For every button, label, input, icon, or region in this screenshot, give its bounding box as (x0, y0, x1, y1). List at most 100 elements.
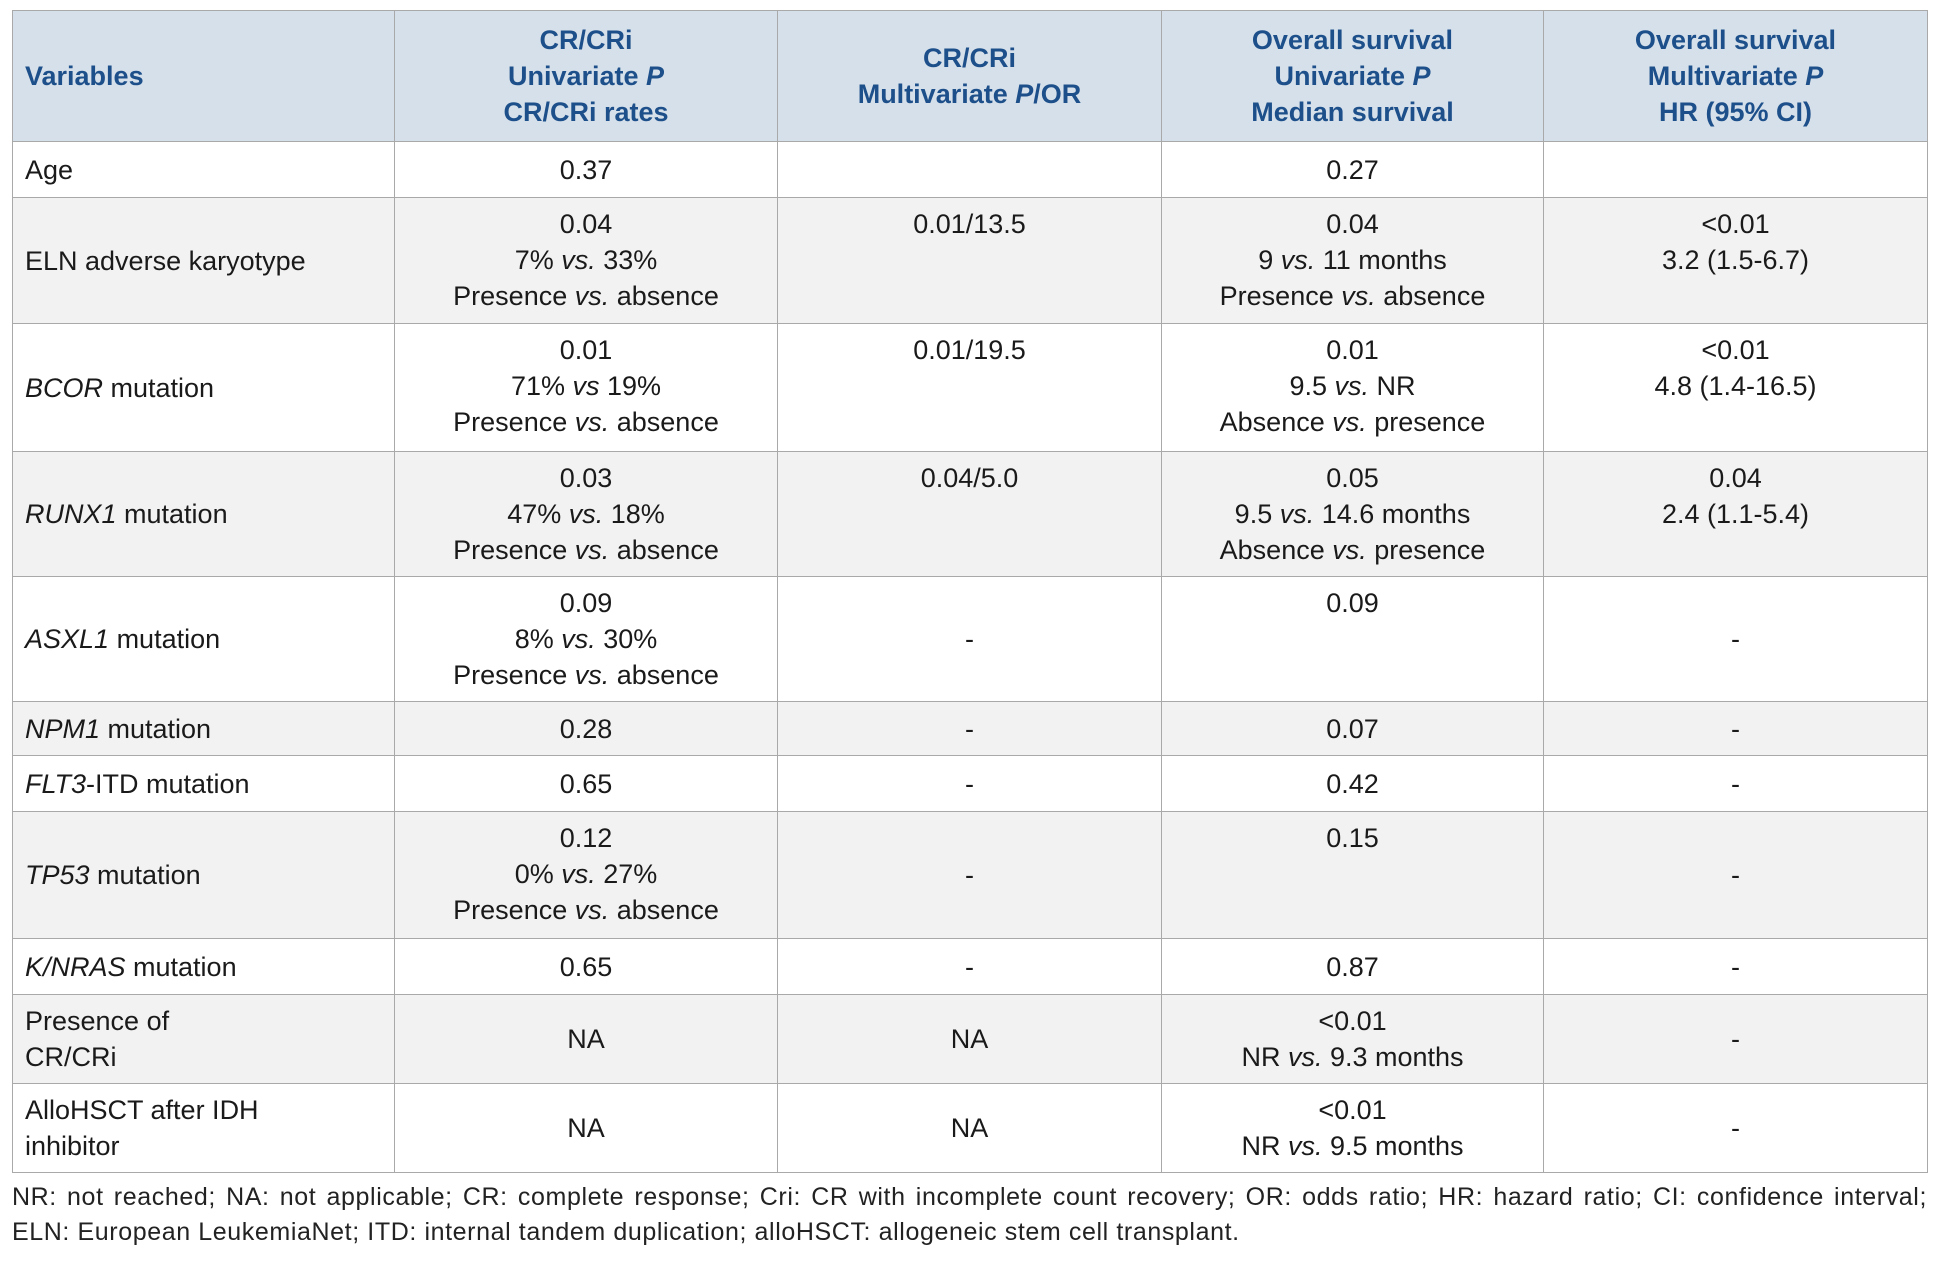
cell-line: RUNX1 mutation (25, 496, 382, 532)
value-cell (777, 141, 1162, 198)
variable-cell: K/NRAS mutation (12, 938, 395, 995)
results-table: Variables CR/CRi Univariate P CR/CRi rates C… (12, 10, 1928, 1173)
value-cell: - (1543, 576, 1928, 702)
variable-cell: NPM1 mutation (12, 701, 395, 756)
value-cell: 0.65 (394, 755, 778, 812)
cell-line: 0.37 (559, 154, 613, 185)
value-cell: 0.28 (394, 701, 778, 756)
italic-run: vs. (1332, 535, 1367, 565)
cell-line: Presence vs. absence (407, 892, 765, 928)
cell-line: 2.4 (1.1-5.4) (1661, 499, 1810, 529)
cell-line: NR vs. 9.5 months (1174, 1128, 1531, 1164)
cell-line: - (965, 768, 974, 799)
text-run: 71% (510, 371, 573, 401)
italic-run: vs. (1287, 1042, 1323, 1072)
value-cell: <0.01 4.8 (1.4-16.5) (1543, 323, 1928, 452)
table-row: TP53 mutation 0.12 0% vs. 27% Presence vs. … (12, 811, 1928, 939)
value-cell: - (777, 811, 1162, 939)
value-cell: 0.01/19.5 (777, 323, 1162, 452)
header-cell: Overall survival Multivariate P HR (95% CI… (1543, 10, 1928, 142)
cell-line: Presence vs. absence (407, 404, 765, 440)
text-run: Presence (453, 535, 575, 565)
value-cell: 0.42 (1161, 755, 1544, 812)
italic-run: vs. (561, 624, 596, 654)
value-cell: - (1543, 1083, 1928, 1173)
value-cell (1543, 141, 1928, 198)
cell-line: - (965, 860, 974, 890)
value-cell: 0.65 (394, 938, 778, 995)
text-run: 9 (1258, 245, 1281, 275)
italic-run: BCOR (25, 372, 104, 403)
italic-run: vs (572, 371, 600, 401)
value-cell: 0.04 9 vs. 11 months Presence vs. absence (1161, 197, 1544, 324)
cell-line: - (1731, 713, 1740, 744)
value-cell: 0.09 8% vs. 30% Presence vs. absence (394, 576, 778, 702)
footnote: NR: not reached; NA: not applicable; CR:… (12, 1183, 1927, 1246)
cell-line: - (1731, 768, 1740, 799)
cell-line: 0.28 (559, 713, 613, 744)
value-cell: 0.37 (394, 141, 778, 198)
variable-cell: BCOR mutation (12, 323, 395, 452)
text-run: absence (609, 895, 719, 925)
text-run: absence (1375, 281, 1486, 311)
value-cell: - (1543, 994, 1928, 1084)
italic-run: P (646, 61, 665, 91)
text-run: mutation (100, 713, 212, 744)
text-run: -ITD mutation (86, 768, 250, 799)
text-run: mutation (109, 624, 221, 654)
cell-line: - (965, 951, 974, 982)
cell-line: Overall survival (1634, 25, 1837, 55)
cell-line: NPM1 mutation (25, 711, 382, 747)
text-run: 11 months (1315, 245, 1447, 275)
table-row: RUNX1 mutation 0.03 47% vs. 18% Presence vs… (12, 451, 1928, 577)
text-run: 7% (514, 245, 562, 275)
value-cell: 0.01 9.5 vs. NR Absence vs. presence (1161, 323, 1544, 452)
value-cell: NA (777, 1083, 1162, 1173)
value-cell: NA (394, 1083, 778, 1173)
italic-run: vs. (574, 895, 610, 925)
cell-line: NA (567, 1024, 605, 1054)
text-run: Univariate (1274, 61, 1413, 91)
text-run: NR (1241, 1131, 1288, 1161)
variable-cell: FLT3-ITD mutation (12, 755, 395, 812)
text-run: NR (1241, 1042, 1288, 1072)
text-run: Multivariate (1647, 61, 1806, 91)
table-row: BCOR mutation 0.01 71% vs 19% Presence vs. … (12, 323, 1928, 452)
cell-line: K/NRAS mutation (25, 949, 382, 985)
table-row: ASXL1 mutation 0.09 8% vs. 30% Presence vs.… (12, 576, 1928, 702)
cell-line: 4.8 (1.4-16.5) (1654, 371, 1817, 401)
text-run: 14.6 months (1314, 499, 1471, 529)
italic-run: vs. (561, 245, 596, 275)
value-cell: <0.01 NR vs. 9.5 months (1161, 1083, 1544, 1173)
cell-line: 0.15 (1326, 823, 1379, 853)
cell-line: 0.65 (559, 768, 613, 799)
value-cell: 0.15 (1161, 811, 1544, 939)
cell-line: Presence vs. absence (407, 278, 765, 314)
italic-run: P (1412, 61, 1431, 91)
cell-line: Overall survival (1251, 25, 1454, 55)
text-run: absence (609, 535, 719, 565)
cell-line: 0.04 (559, 209, 613, 239)
text-run: presence (1366, 407, 1486, 437)
italic-run: RUNX1 (25, 499, 117, 529)
cell-line: - (965, 624, 974, 654)
italic-run: vs. (574, 660, 610, 690)
cell-line: NA (950, 1024, 989, 1054)
italic-run: P (1015, 79, 1034, 109)
value-cell: 0.87 (1161, 938, 1544, 995)
value-cell: 0.01 71% vs 19% Presence vs. absence (394, 323, 778, 452)
cell-line: Presence vs. absence (407, 532, 765, 568)
value-cell: 0.05 9.5 vs. 14.6 months Absence vs. prese… (1161, 451, 1544, 577)
cell-line: Variables (25, 61, 144, 91)
cell-line: NA (567, 1113, 605, 1143)
text-run: mutation (103, 372, 215, 403)
text-run: Presence (1219, 281, 1342, 311)
cell-line: 0.04 (1709, 463, 1762, 493)
text-run: 18% (603, 499, 665, 529)
cell-line: 0.01/13.5 (913, 209, 1026, 239)
text-run: mutation (116, 499, 228, 529)
text-run: Multivariate (857, 79, 1016, 109)
value-cell: <0.01 NR vs. 9.3 months (1161, 994, 1544, 1084)
value-cell: - (1543, 701, 1928, 756)
cell-line: CR/CRi (923, 43, 1016, 73)
